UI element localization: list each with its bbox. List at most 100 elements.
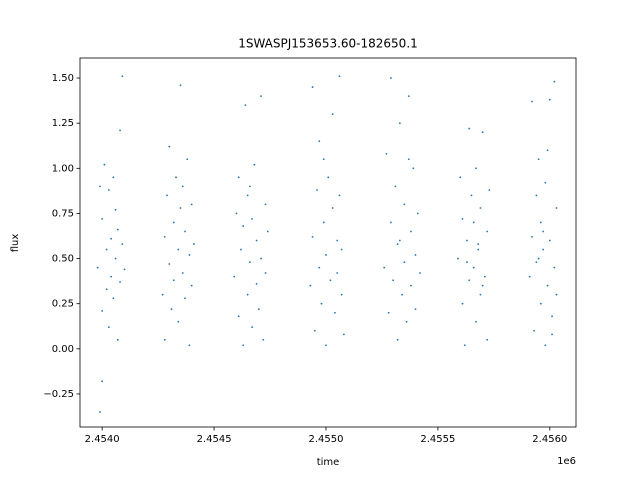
point: [119, 281, 121, 283]
point: [551, 315, 553, 318]
y-tick-label: 1.50: [52, 73, 74, 84]
point: [398, 239, 401, 242]
point: [468, 279, 471, 282]
point: [255, 282, 258, 285]
point: [542, 230, 544, 233]
point: [392, 279, 395, 282]
point: [340, 293, 343, 296]
point: [416, 212, 419, 215]
point: [184, 230, 186, 233]
point: [248, 185, 251, 188]
point: [96, 266, 99, 269]
point: [479, 293, 482, 296]
point: [551, 333, 553, 336]
point: [184, 297, 186, 300]
point: [385, 152, 388, 155]
point: [163, 338, 166, 341]
point: [177, 320, 180, 323]
point: [119, 129, 121, 132]
point: [161, 293, 164, 296]
point: [387, 311, 390, 314]
point: [537, 257, 540, 260]
point: [466, 239, 468, 242]
point: [403, 261, 406, 264]
point: [325, 254, 327, 256]
plot-frame: [79, 57, 577, 428]
point: [101, 380, 104, 383]
point: [401, 293, 403, 296]
point: [257, 308, 260, 311]
point: [322, 158, 325, 161]
x-tick-label: 2.4545: [197, 434, 232, 445]
point: [248, 261, 251, 264]
point: [555, 293, 558, 296]
point: [240, 248, 242, 251]
point: [170, 308, 173, 311]
point: [177, 248, 180, 251]
point: [251, 217, 254, 220]
point: [255, 239, 258, 242]
point: [107, 326, 110, 329]
point: [110, 237, 113, 240]
point: [398, 122, 401, 125]
point: [266, 230, 269, 233]
point: [264, 203, 267, 206]
point: [331, 207, 334, 209]
point: [242, 225, 245, 227]
point: [99, 411, 101, 413]
point: [318, 266, 321, 269]
point: [168, 263, 171, 265]
point: [105, 248, 108, 251]
point: [419, 272, 421, 274]
point: [260, 257, 262, 260]
point: [410, 230, 412, 233]
point: [114, 208, 117, 211]
point: [320, 302, 323, 305]
point: [481, 284, 484, 287]
point: [121, 243, 124, 246]
point: [531, 100, 533, 103]
chart-title: 1SWASPJ153653.60-182650.1: [238, 37, 418, 51]
x-axis-label: time: [317, 457, 340, 468]
point: [546, 284, 549, 287]
point: [112, 297, 115, 300]
point: [553, 80, 556, 83]
point: [486, 338, 489, 341]
point: [246, 293, 249, 296]
y-tick-label: −0.25: [43, 389, 74, 400]
point: [242, 344, 245, 347]
point: [246, 194, 249, 197]
point: [484, 275, 486, 278]
point: [546, 149, 549, 152]
point: [475, 167, 477, 170]
point: [105, 288, 108, 291]
point: [116, 338, 119, 341]
point: [244, 104, 247, 107]
y-tick-label: 0.25: [52, 299, 74, 310]
point: [168, 145, 171, 148]
y-tick-label: 1.00: [52, 163, 74, 174]
point: [331, 113, 334, 116]
y-tick-label: 0.50: [52, 254, 74, 265]
point: [544, 181, 547, 184]
point: [477, 243, 480, 246]
point: [466, 261, 468, 264]
y-tick-label: 0.00: [52, 344, 74, 355]
point: [318, 140, 321, 143]
point: [407, 95, 410, 97]
point: [535, 261, 538, 264]
point: [309, 284, 312, 287]
point: [457, 257, 459, 260]
point: [313, 329, 316, 332]
point: [481, 131, 484, 134]
point: [329, 279, 332, 282]
point: [188, 254, 191, 256]
point: [101, 310, 104, 312]
x-tick-label: 2.4550: [308, 434, 343, 445]
point: [383, 266, 386, 269]
point: [475, 320, 477, 323]
point: [237, 315, 240, 318]
point: [488, 189, 491, 191]
point: [407, 158, 410, 161]
point: [553, 266, 556, 269]
